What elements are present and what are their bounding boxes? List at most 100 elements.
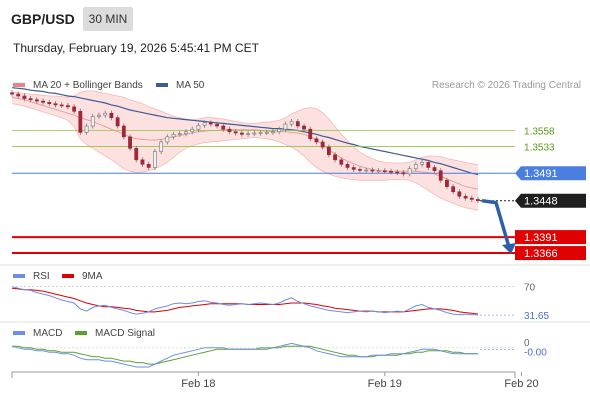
candle-body-11	[78, 111, 83, 133]
candle-body-52	[333, 154, 337, 161]
candle-body-51	[326, 146, 331, 156]
candle-body-40	[258, 132, 263, 134]
candle-body-42	[271, 131, 275, 134]
candle-body-33	[215, 123, 219, 127]
macd-value-label-0: -0.00	[524, 347, 547, 358]
candle-body-38	[246, 133, 251, 135]
candle-body-2	[22, 95, 27, 99]
candle-body-36	[233, 131, 238, 134]
macd-line	[11, 342, 478, 368]
candle-body-3	[28, 98, 33, 101]
candle-body-9	[66, 105, 70, 108]
candle-body-14	[97, 114, 101, 117]
candle-body-54	[345, 164, 350, 168]
candle-body-49	[314, 138, 319, 143]
candle-body-15	[103, 112, 108, 116]
macd-legend-label-1: MACD Signal	[95, 328, 155, 339]
support-label-5: 1.3366	[524, 248, 558, 260]
candle-body-73	[463, 195, 468, 199]
candle-body-61	[389, 171, 393, 173]
pair-title: GBP/USD	[11, 11, 75, 27]
candle-body-66	[420, 162, 424, 165]
bollinger-upper-line	[11, 90, 479, 166]
candle-body-5	[41, 100, 45, 103]
candle-body-62	[395, 171, 400, 174]
last-price-tag	[515, 193, 586, 208]
main-legend-swatch-1	[156, 83, 168, 87]
candle-body-0	[10, 92, 14, 95]
candle-body-6	[47, 102, 52, 104]
candle-body-7	[53, 103, 58, 106]
resistance-label-0: 1.3558	[524, 126, 555, 137]
rsi-legend-label-1: 9MA	[82, 271, 103, 282]
rsi-legend-swatch-1	[62, 274, 74, 278]
candle-body-75	[476, 199, 480, 202]
macd-legend-swatch-0	[13, 331, 25, 335]
candle-body-8	[59, 104, 64, 107]
rsi-line	[11, 286, 478, 316]
last-price-label: 1.3448	[524, 196, 558, 208]
candle-body-41	[264, 132, 269, 134]
candle-body-18	[121, 125, 126, 138]
candle-body-68	[432, 167, 437, 171]
rsi-legend-swatch-0	[13, 274, 25, 278]
support-tag-4	[515, 230, 586, 245]
candle-body-4	[34, 99, 39, 102]
candle-body-28	[184, 131, 188, 134]
candle-body-43	[277, 128, 282, 133]
candle-body-64	[407, 168, 412, 175]
rsi-value-label-0: 31.65	[524, 311, 549, 322]
candle-body-16	[109, 112, 114, 118]
x-tick-label-1: Feb 19	[368, 378, 402, 390]
candle-body-37	[239, 132, 244, 135]
macd-ref-label-0: 0	[524, 338, 530, 349]
candle-body-12	[84, 125, 89, 133]
ma50-line	[11, 87, 479, 176]
projection-arrowhead	[502, 243, 516, 255]
candle-body-53	[339, 159, 344, 165]
timeframe-button[interactable]: 30 MIN	[83, 7, 133, 31]
candle-body-1	[16, 93, 21, 97]
main-legend-label-1: MA 50	[176, 80, 205, 91]
candle-body-44	[283, 123, 288, 130]
candle-body-39	[252, 132, 257, 135]
candle-body-50	[320, 141, 325, 148]
resistance-label-1: 1.3533	[524, 142, 555, 153]
candle-body-25	[165, 136, 170, 143]
rsi-ref-label-0: 70	[524, 283, 536, 294]
candle-body-48	[308, 128, 313, 140]
candle-body-55	[351, 167, 356, 170]
candle-body-29	[190, 128, 195, 133]
pivot-label: 1.3491	[524, 168, 558, 180]
candle-body-13	[90, 116, 95, 127]
candle-body-71	[451, 186, 456, 193]
candle-body-21	[140, 159, 145, 165]
candle-body-67	[426, 162, 431, 168]
candle-body-17	[115, 117, 120, 127]
candle-body-23	[153, 151, 157, 168]
candle-body-72	[457, 191, 462, 197]
support-tag-5	[515, 246, 586, 261]
macd-legend-swatch-1	[75, 331, 87, 335]
rsi-legend-label-0: RSI	[33, 271, 50, 282]
timestamp: Thursday, February 19, 2026 5:45:41 PM C…	[13, 41, 259, 55]
candle-body-30	[196, 125, 201, 130]
main-legend-swatch-0	[13, 83, 25, 87]
candle-body-32	[208, 122, 213, 125]
main-legend-label-0: MA 20 + Bollinger Bands	[33, 80, 143, 91]
candle-body-60	[382, 170, 387, 172]
candle-body-22	[146, 164, 151, 168]
candle-body-63	[401, 172, 406, 175]
candle-body-56	[358, 169, 362, 171]
candle-body-34	[221, 125, 226, 130]
candle-body-57	[364, 169, 369, 172]
x-tick-label-0: Feb 18	[181, 378, 215, 390]
candle-body-74	[469, 197, 474, 200]
candle-body-35	[227, 128, 232, 133]
candle-body-47	[302, 125, 306, 130]
candle-body-26	[171, 133, 176, 138]
projection-arrow	[481, 198, 511, 248]
ma20-line	[11, 96, 479, 190]
